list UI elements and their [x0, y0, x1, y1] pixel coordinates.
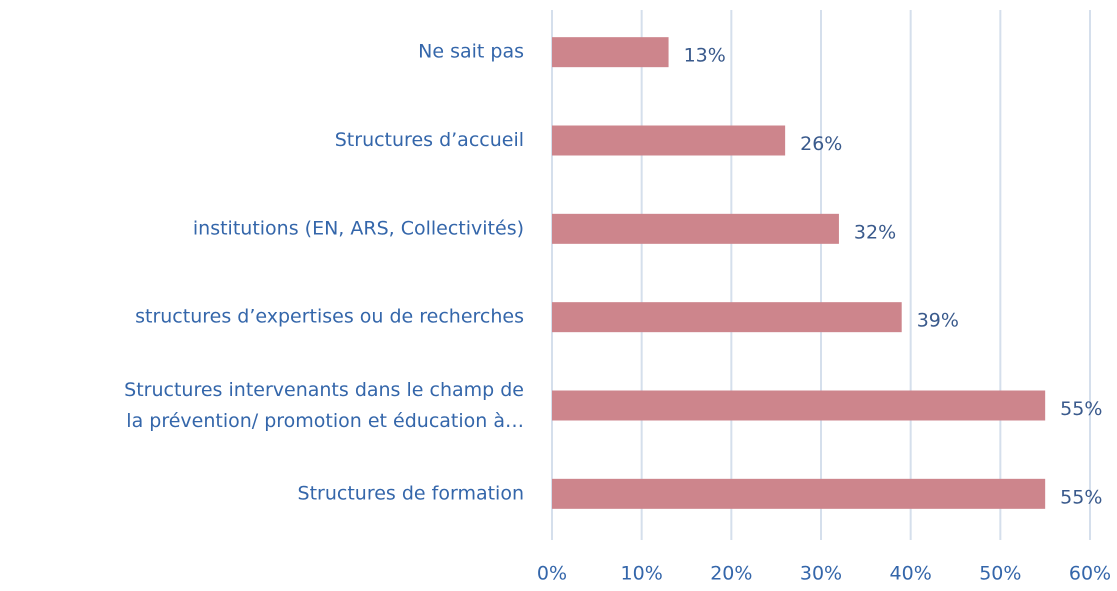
x-tick-label: 60%: [1069, 563, 1111, 585]
bar: [552, 125, 786, 156]
y-tick-label: structures d’expertises ou de recherches: [135, 306, 524, 328]
y-tick-label: Structures de formation: [298, 482, 524, 504]
y-tick-label: Structures intervenants dans le champ de…: [124, 379, 524, 432]
x-tick-label: 0%: [537, 563, 567, 585]
value-label: 55%: [1060, 486, 1102, 508]
bar: [552, 478, 1046, 509]
x-tick-label: 10%: [621, 563, 663, 585]
value-label: 39%: [917, 310, 959, 332]
bar: [552, 37, 669, 68]
y-tick-label: Ne sait pas: [418, 41, 524, 63]
bar: [552, 213, 839, 244]
value-label: 32%: [854, 221, 896, 243]
y-tick-label: institutions (EN, ARS, Collectivités): [193, 217, 524, 239]
value-label: 55%: [1060, 398, 1102, 420]
x-tick-label: 40%: [890, 563, 932, 585]
value-label: 13%: [684, 45, 726, 67]
y-tick-label: Structures d’accueil: [335, 129, 524, 151]
value-label: 26%: [800, 133, 842, 155]
x-tick-label: 30%: [800, 563, 842, 585]
x-tick-label: 20%: [710, 563, 752, 585]
bar: [552, 390, 1046, 421]
bar: [552, 302, 902, 333]
x-tick-label: 50%: [979, 563, 1021, 585]
